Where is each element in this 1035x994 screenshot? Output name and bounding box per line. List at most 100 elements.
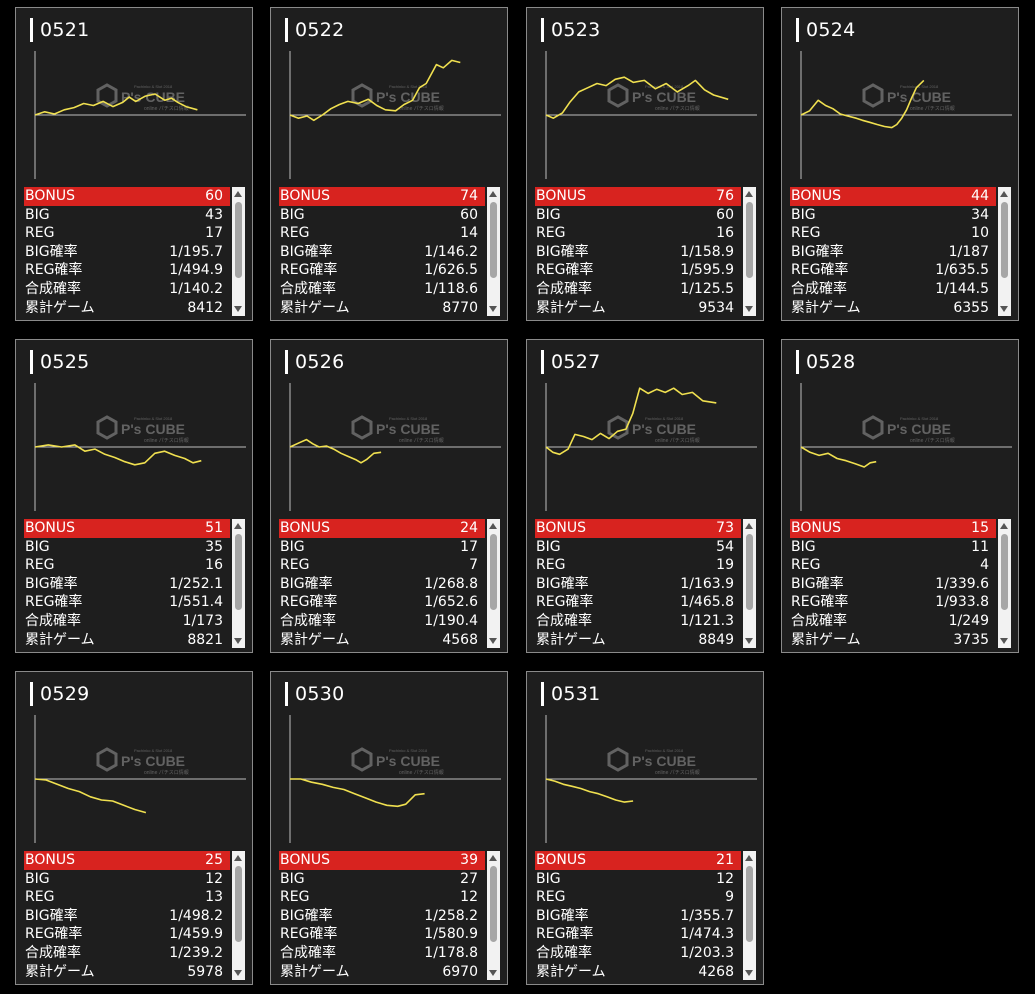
machine-number: 0522 (295, 19, 345, 41)
scrollbar-thumb[interactable] (235, 534, 242, 610)
scroll-down-arrow-icon[interactable] (234, 970, 242, 976)
scroll-up-arrow-icon[interactable] (489, 191, 497, 197)
scroll-up-arrow-icon[interactable] (489, 855, 497, 861)
scroll-up-arrow-icon[interactable] (234, 191, 242, 197)
scroll-down-arrow-icon[interactable] (489, 306, 497, 312)
machine-card[interactable]: 0526 P's CUBE Pachinko & Slot 2018 online … (270, 339, 508, 653)
big-rate-label: BIG確率 (536, 907, 589, 924)
stats-row-big: BIG 27 (279, 870, 485, 889)
stats-row-games: 累計ゲーム 4268 (535, 963, 741, 982)
title-accent-bar (796, 350, 799, 374)
scrollbar-thumb[interactable] (746, 534, 753, 610)
stats-scrollbar[interactable] (487, 851, 500, 980)
scroll-up-arrow-icon[interactable] (489, 523, 497, 529)
scrollbar-thumb[interactable] (490, 866, 497, 942)
machine-card[interactable]: 0529 P's CUBE Pachinko & Slot 2018 online … (15, 671, 253, 985)
total-rate-value: 1/249 (948, 612, 989, 629)
scrollbar-thumb[interactable] (235, 202, 242, 278)
machine-card[interactable]: 0525 P's CUBE Pachinko & Slot 2018 online … (15, 339, 253, 653)
scroll-down-arrow-icon[interactable] (489, 638, 497, 644)
scrollbar-thumb[interactable] (1001, 202, 1008, 278)
big-rate-value: 1/252.1 (169, 575, 223, 592)
scroll-up-arrow-icon[interactable] (1000, 191, 1008, 197)
total-rate-label: 合成確率 (536, 280, 592, 297)
stats-row-reg-rate: REG確率 1/580.9 (279, 925, 485, 944)
total-rate-value: 1/125.5 (680, 280, 734, 297)
stats-row-bonus: BONUS 24 (279, 519, 485, 538)
scroll-up-arrow-icon[interactable] (234, 523, 242, 529)
stats-table: BONUS 73 BIG 54 REG 19 BIG確率 1/163.9 REG確率 1/… (535, 519, 741, 649)
machine-card[interactable]: 0527 P's CUBE Pachinko & Slot 2018 online … (526, 339, 764, 653)
stats-scrollbar[interactable] (743, 851, 756, 980)
scroll-down-arrow-icon[interactable] (234, 306, 242, 312)
stats-scrollbar[interactable] (487, 187, 500, 316)
scroll-down-arrow-icon[interactable] (745, 638, 753, 644)
scroll-up-arrow-icon[interactable] (745, 523, 753, 529)
machine-number: 0524 (806, 19, 856, 41)
stats-table: BONUS 21 BIG 12 REG 9 BIG確率 1/355.7 REG確率 1/4… (535, 851, 741, 981)
machine-card[interactable]: 0528 P's CUBE Pachinko & Slot 2018 online … (781, 339, 1019, 653)
stats-scrollbar[interactable] (743, 519, 756, 648)
title-accent-bar (285, 350, 288, 374)
games-label: 累計ゲーム (25, 631, 95, 648)
scroll-down-arrow-icon[interactable] (745, 970, 753, 976)
reg-rate-value: 1/474.3 (680, 926, 734, 943)
scrollbar-thumb[interactable] (490, 202, 497, 278)
stats-table: BONUS 60 BIG 43 REG 17 BIG確率 1/195.7 REG確率 1/… (24, 187, 230, 317)
title-accent-bar (285, 682, 288, 706)
stats-scrollbar[interactable] (232, 851, 245, 980)
stats-scrollbar[interactable] (743, 187, 756, 316)
reg-rate-label: REG確率 (280, 926, 338, 943)
stats-scrollbar[interactable] (232, 519, 245, 648)
slump-line (545, 387, 717, 456)
svg-text:Pachinko & Slot 2018: Pachinko & Slot 2018 (134, 84, 173, 89)
svg-text:online パチスロ情報: online パチスロ情報 (144, 105, 189, 112)
scroll-up-arrow-icon[interactable] (745, 191, 753, 197)
big-rate-value: 1/187 (948, 243, 989, 260)
machine-card[interactable]: 0531 P's CUBE Pachinko & Slot 2018 online … (526, 671, 764, 985)
stats-scrollbar[interactable] (232, 187, 245, 316)
total-rate-label: 合成確率 (791, 612, 847, 629)
stats-scrollbar[interactable] (487, 519, 500, 648)
machine-card[interactable]: 0522 P's CUBE Pachinko & Slot 2018 online … (270, 7, 508, 321)
stats-row-reg: REG 12 (279, 888, 485, 907)
scrollbar-thumb[interactable] (490, 534, 497, 610)
svg-text:online パチスロ情報: online パチスロ情報 (655, 769, 700, 776)
scrollbar-thumb[interactable] (746, 866, 753, 942)
stats-row-games: 累計ゲーム 5978 (24, 963, 230, 982)
stats-row-reg: REG 14 (279, 224, 485, 243)
total-rate-label: 合成確率 (536, 944, 592, 961)
scroll-up-arrow-icon[interactable] (234, 855, 242, 861)
scrollbar-thumb[interactable] (1001, 534, 1008, 610)
scrollbar-thumb[interactable] (235, 866, 242, 942)
scroll-down-arrow-icon[interactable] (234, 638, 242, 644)
reg-rate-value: 1/465.8 (680, 594, 734, 611)
big-rate-label: BIG確率 (791, 575, 844, 592)
scroll-up-arrow-icon[interactable] (1000, 523, 1008, 529)
scroll-down-arrow-icon[interactable] (1000, 638, 1008, 644)
bonus-value: 74 (460, 188, 478, 204)
bonus-value: 39 (460, 852, 478, 868)
reg-rate-label: REG確率 (25, 926, 83, 943)
stats-scrollbar[interactable] (998, 519, 1011, 648)
scrollbar-thumb[interactable] (746, 202, 753, 278)
machine-card[interactable]: 0530 P's CUBE Pachinko & Slot 2018 online … (270, 671, 508, 985)
machine-card[interactable]: 0523 P's CUBE Pachinko & Slot 2018 online … (526, 7, 764, 321)
scroll-up-arrow-icon[interactable] (745, 855, 753, 861)
scroll-down-arrow-icon[interactable] (1000, 306, 1008, 312)
svg-text:P's CUBE: P's CUBE (376, 421, 440, 437)
scroll-down-arrow-icon[interactable] (489, 970, 497, 976)
machine-card[interactable]: 0521 P's CUBE Pachinko & Slot 2018 online … (15, 7, 253, 321)
card-header: 0525 (30, 349, 90, 375)
reg-label: REG (25, 557, 55, 574)
big-rate-value: 1/163.9 (680, 575, 734, 592)
big-value: 35 (205, 538, 223, 555)
reg-label: REG (280, 889, 310, 906)
scroll-down-arrow-icon[interactable] (745, 306, 753, 312)
stats-scrollbar[interactable] (998, 187, 1011, 316)
svg-text:P's CUBE: P's CUBE (376, 89, 440, 105)
machine-card[interactable]: 0524 P's CUBE Pachinko & Slot 2018 online … (781, 7, 1019, 321)
